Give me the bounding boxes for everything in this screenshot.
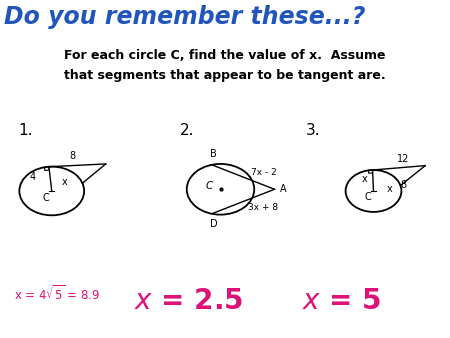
Text: 8: 8 — [400, 180, 407, 190]
Text: For each circle C, find the value of x.  Assume: For each circle C, find the value of x. … — [64, 49, 386, 62]
Text: A: A — [280, 184, 287, 194]
Text: x: x — [62, 176, 68, 187]
Text: that segments that appear to be tangent are.: that segments that appear to be tangent … — [64, 69, 386, 82]
Text: 3x + 8: 3x + 8 — [248, 203, 278, 212]
Text: C: C — [364, 192, 371, 202]
Text: 2.: 2. — [180, 123, 194, 138]
Text: 7x - 2: 7x - 2 — [251, 168, 277, 177]
Text: C: C — [42, 193, 49, 203]
Text: 3.: 3. — [306, 123, 320, 138]
Text: D: D — [210, 219, 218, 229]
Text: x: x — [387, 184, 392, 194]
Text: B: B — [210, 149, 216, 159]
Text: $\mathit{x}$ = 5: $\mathit{x}$ = 5 — [302, 287, 382, 315]
Text: Do you remember these...?: Do you remember these...? — [4, 5, 366, 29]
Text: 1.: 1. — [18, 123, 32, 138]
Text: 4: 4 — [30, 172, 36, 182]
Text: C: C — [206, 181, 213, 191]
Text: 8: 8 — [70, 151, 76, 161]
Text: 12: 12 — [397, 154, 410, 164]
Text: x = 4$\sqrt{5}$ = 8.9: x = 4$\sqrt{5}$ = 8.9 — [14, 285, 100, 304]
Text: $\mathit{x}$ = 2.5: $\mathit{x}$ = 2.5 — [135, 287, 243, 315]
Text: x: x — [361, 174, 367, 184]
